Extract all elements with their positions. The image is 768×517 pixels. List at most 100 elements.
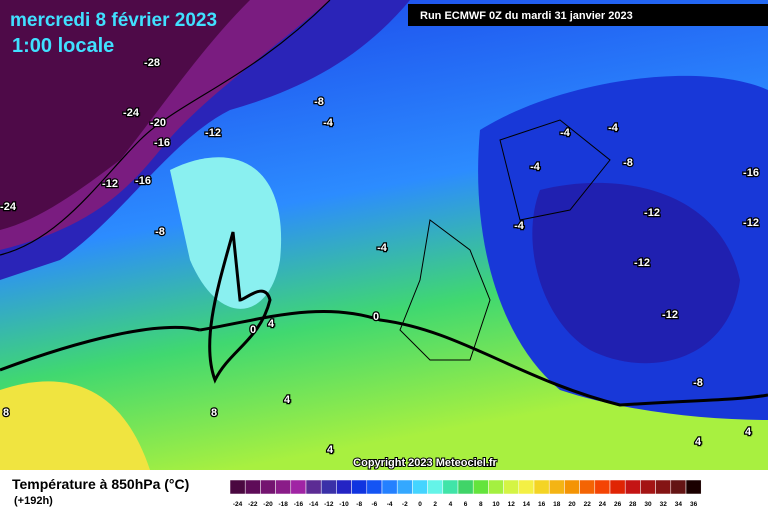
cold-zone xyxy=(0,0,250,230)
contour-label: -12 xyxy=(743,217,759,229)
scale-label: 30 xyxy=(644,501,652,508)
scale-label: -16 xyxy=(294,501,304,508)
scale-swatch xyxy=(351,479,368,495)
scale-swatch xyxy=(457,479,474,495)
contour-label: 4 xyxy=(745,426,752,438)
date-title: mercredi 8 février 2023 xyxy=(10,10,217,31)
scale-label: 24 xyxy=(599,501,607,508)
color-scale: -24 -22 -20 -18 -16 -14 -12 -10 -8 -6 -4 -2 0 2 4 6 8 10 1… xyxy=(229,479,702,508)
scale-swatch xyxy=(685,479,702,495)
scale-swatch xyxy=(412,479,428,495)
scale-swatch xyxy=(305,479,322,495)
footer-title: Température à 850hPa (°C) xyxy=(12,476,189,492)
contour-label: -16 xyxy=(743,167,759,179)
scale-label: -18 xyxy=(278,501,288,508)
contour-label: -8 xyxy=(155,226,165,238)
scale-swatch xyxy=(564,479,580,495)
scale-label: -22 xyxy=(248,501,258,508)
scale-label: 8 xyxy=(479,501,483,508)
scale-label: -10 xyxy=(339,501,349,508)
scale-label: -24 xyxy=(233,501,243,508)
scale-swatch xyxy=(381,479,398,495)
scale-swatch xyxy=(609,479,626,495)
coastline xyxy=(0,0,331,256)
contour-label: 4 xyxy=(284,394,291,406)
contour-label: -28 xyxy=(144,57,160,69)
scale-label: -8 xyxy=(356,501,362,508)
run-label: Run ECMWF 0Z du mardi 31 janvier 2023 xyxy=(420,10,633,22)
scale-label: 10 xyxy=(492,501,500,508)
scale-swatch xyxy=(290,479,307,495)
contour-label: -8 xyxy=(693,377,703,389)
contour-label: 4 xyxy=(268,318,275,330)
contour-label: -4 xyxy=(323,117,334,129)
contour-label: -4 xyxy=(530,161,541,173)
contour-label: -24 xyxy=(123,107,140,119)
scale-label: -20 xyxy=(263,501,273,508)
contour-label: -12 xyxy=(662,309,678,321)
contour-label: -8 xyxy=(314,96,324,108)
scale-swatch xyxy=(320,479,337,495)
scale-label: -12 xyxy=(324,501,334,508)
scale-swatch xyxy=(275,479,292,495)
contour-label: -4 xyxy=(514,220,525,232)
scale-swatch xyxy=(427,479,444,495)
contour-label: -12 xyxy=(205,127,221,139)
time-title: 1:00 locale xyxy=(12,35,114,57)
contour-label: 4 xyxy=(327,444,334,456)
contour-label: 8 xyxy=(211,407,217,419)
warm-zone xyxy=(0,381,150,470)
run-box xyxy=(408,4,768,26)
cool-zone xyxy=(170,157,282,309)
scale-swatch xyxy=(244,479,261,495)
scale-label: 14 xyxy=(523,501,531,508)
scale-swatch xyxy=(442,479,459,495)
footer-lead: (+192h) xyxy=(14,495,53,507)
scale-swatch xyxy=(670,479,687,495)
scale-label: 2 xyxy=(433,501,437,508)
contour-label: 0 xyxy=(373,311,379,323)
scale-label: 22 xyxy=(584,501,592,508)
scale-swatch xyxy=(229,479,246,495)
scale-label: -14 xyxy=(309,501,319,508)
scale-swatch xyxy=(533,479,550,495)
scale-swatch xyxy=(260,479,276,495)
scale-label: 16 xyxy=(538,501,546,508)
scale-swatch xyxy=(503,479,520,495)
contour-label: -16 xyxy=(135,175,151,187)
scale-label: 12 xyxy=(508,501,516,508)
contour-labels: -28 -24 -20 -16 -12 -16 -12 -24 -8 -8 -4 -4 -4 -8 -16 -… xyxy=(0,56,760,458)
scale-swatch xyxy=(396,479,413,495)
scale-label: 0 xyxy=(418,501,422,508)
contour-label: -4 xyxy=(377,242,388,254)
contour-label: -16 xyxy=(154,137,170,149)
scale-swatch xyxy=(579,479,596,495)
scale-label: -6 xyxy=(372,501,378,508)
contour-label: -12 xyxy=(102,178,118,190)
scale-swatch xyxy=(336,479,352,495)
scale-swatch xyxy=(594,479,611,495)
zero-isotherm xyxy=(199,309,768,407)
contour-label: -8 xyxy=(623,157,633,169)
scale-swatch xyxy=(624,479,641,495)
map: -28 -24 -20 -16 -12 -16 -12 -24 -8 -8 -4 -4 -4 -8 -16 -… xyxy=(0,0,768,470)
scale-label: 18 xyxy=(553,501,561,508)
scale-swatch xyxy=(655,479,672,495)
copyright: Copyright 2023 Meteociel.fr xyxy=(353,457,497,469)
scale-label: 20 xyxy=(568,501,576,508)
cold-zone xyxy=(532,182,740,364)
scale-swatch xyxy=(640,479,656,495)
scale-label: -2 xyxy=(402,501,408,508)
scale-label: 26 xyxy=(614,501,622,508)
coastline xyxy=(399,119,611,361)
scale-swatch xyxy=(548,479,565,495)
scale-label: 32 xyxy=(660,501,668,508)
scale-label: 28 xyxy=(629,501,637,508)
scale-label: 4 xyxy=(449,501,453,508)
scale-label: 6 xyxy=(464,501,468,508)
contour-label: 8 xyxy=(3,407,9,419)
zero-isotherm xyxy=(0,325,201,372)
contour-label: 0 xyxy=(250,324,256,336)
scale-swatch xyxy=(518,479,535,495)
